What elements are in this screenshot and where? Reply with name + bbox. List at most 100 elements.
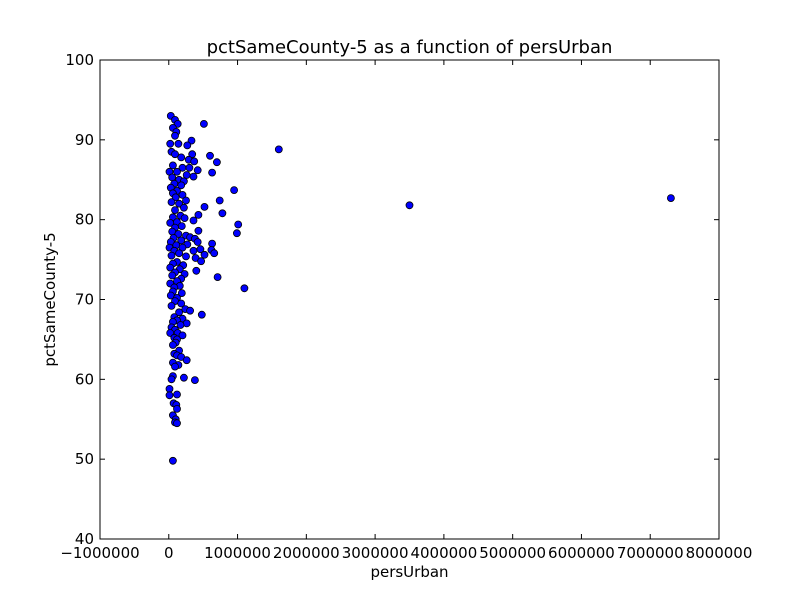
- data-point: [182, 356, 191, 365]
- chart-title: pctSameCounty-5 as a function of persUrb…: [207, 37, 613, 58]
- x-axis: −1000000 0 1000000 2000000 3000000 4000000 500…: [60, 60, 752, 562]
- data-point: [178, 190, 187, 199]
- y-tick-label: 80: [75, 211, 94, 229]
- data-point: [199, 120, 208, 128]
- data-point: [167, 375, 176, 384]
- data-point: [210, 249, 219, 258]
- data-point: [405, 201, 414, 210]
- data-point: [168, 456, 177, 465]
- data-point: [213, 273, 222, 282]
- x-tick-label: 5000000: [479, 544, 546, 562]
- data-point: [171, 193, 180, 202]
- data-point: [171, 131, 179, 140]
- data-point: [179, 373, 188, 382]
- data-point: [240, 284, 249, 293]
- y-axis: 40 50 60 70 80 90 100: [65, 51, 719, 548]
- points-layer: [165, 112, 675, 465]
- data-point: [186, 306, 195, 315]
- data-point: [187, 136, 196, 145]
- data-point: [200, 250, 209, 259]
- data-point: [168, 161, 177, 170]
- data-point: [180, 214, 189, 223]
- data-point: [194, 210, 203, 219]
- data-point: [190, 157, 199, 166]
- data-point: [178, 243, 187, 252]
- data-point: [215, 196, 224, 205]
- data-point: [189, 246, 198, 255]
- y-tick-label: 40: [75, 530, 94, 548]
- data-point: [189, 172, 198, 181]
- data-point: [167, 251, 176, 260]
- y-tick-label: 50: [75, 450, 94, 468]
- x-tick-label: 6000000: [548, 544, 615, 562]
- data-point: [173, 390, 181, 399]
- y-tick-label: 60: [75, 370, 94, 388]
- data-point: [165, 384, 174, 393]
- data-point: [185, 163, 194, 172]
- data-point: [208, 239, 217, 248]
- data-point: [667, 194, 675, 203]
- data-point: [193, 238, 202, 246]
- data-point: [174, 139, 183, 148]
- x-tick-label: 0: [164, 544, 174, 562]
- x-tick-label: −1000000: [60, 544, 139, 562]
- data-point: [234, 220, 243, 229]
- data-point: [173, 167, 181, 176]
- y-tick-label: 100: [65, 51, 94, 69]
- x-tick-label: 3000000: [342, 544, 409, 562]
- x-tick-label: 2000000: [273, 544, 340, 562]
- x-tick-label: 8000000: [686, 544, 753, 562]
- data-point: [166, 139, 175, 148]
- data-point: [190, 376, 199, 385]
- data-point: [171, 362, 179, 371]
- data-point: [194, 226, 203, 235]
- y-axis-label: pctSameCounty-5: [41, 232, 59, 366]
- data-point: [175, 308, 184, 317]
- data-point: [167, 301, 176, 310]
- data-point: [177, 236, 186, 245]
- data-point: [218, 209, 227, 218]
- data-point: [167, 198, 176, 207]
- data-point: [197, 310, 206, 319]
- data-point: [177, 299, 186, 308]
- data-point: [171, 150, 179, 159]
- data-point: [206, 151, 214, 160]
- data-point: [168, 341, 177, 349]
- data-point: [171, 206, 179, 215]
- y-tick-label: 90: [75, 131, 94, 149]
- data-point: [193, 166, 202, 175]
- plot-frame: [99, 59, 720, 540]
- data-point: [168, 271, 177, 280]
- data-point: [177, 222, 186, 231]
- data-point: [182, 196, 190, 205]
- x-tick-label: 7000000: [617, 544, 684, 562]
- x-axis-label: persUrban: [370, 563, 448, 581]
- data-point: [178, 331, 187, 340]
- data-point: [197, 257, 206, 266]
- data-point: [230, 186, 239, 195]
- data-point: [173, 404, 181, 413]
- data-point: [192, 266, 201, 275]
- data-point: [200, 202, 209, 211]
- data-point: [176, 321, 185, 329]
- data-point: [188, 150, 197, 159]
- data-point: [182, 252, 190, 261]
- data-point: [177, 153, 186, 162]
- x-tick-label: 1000000: [204, 544, 271, 562]
- data-point: [166, 218, 175, 227]
- data-point: [165, 391, 174, 400]
- data-point: [189, 216, 198, 225]
- y-tick-label: 70: [75, 291, 94, 309]
- data-point: [177, 289, 186, 298]
- data-point: [232, 229, 241, 238]
- data-point: [212, 158, 221, 167]
- data-point: [208, 168, 217, 177]
- data-point: [166, 263, 175, 272]
- data-point: [175, 249, 184, 258]
- data-point: [173, 419, 181, 428]
- data-point: [179, 203, 188, 212]
- x-tick-label: 4000000: [410, 544, 477, 562]
- data-point: [274, 145, 283, 154]
- data-point: [177, 181, 186, 190]
